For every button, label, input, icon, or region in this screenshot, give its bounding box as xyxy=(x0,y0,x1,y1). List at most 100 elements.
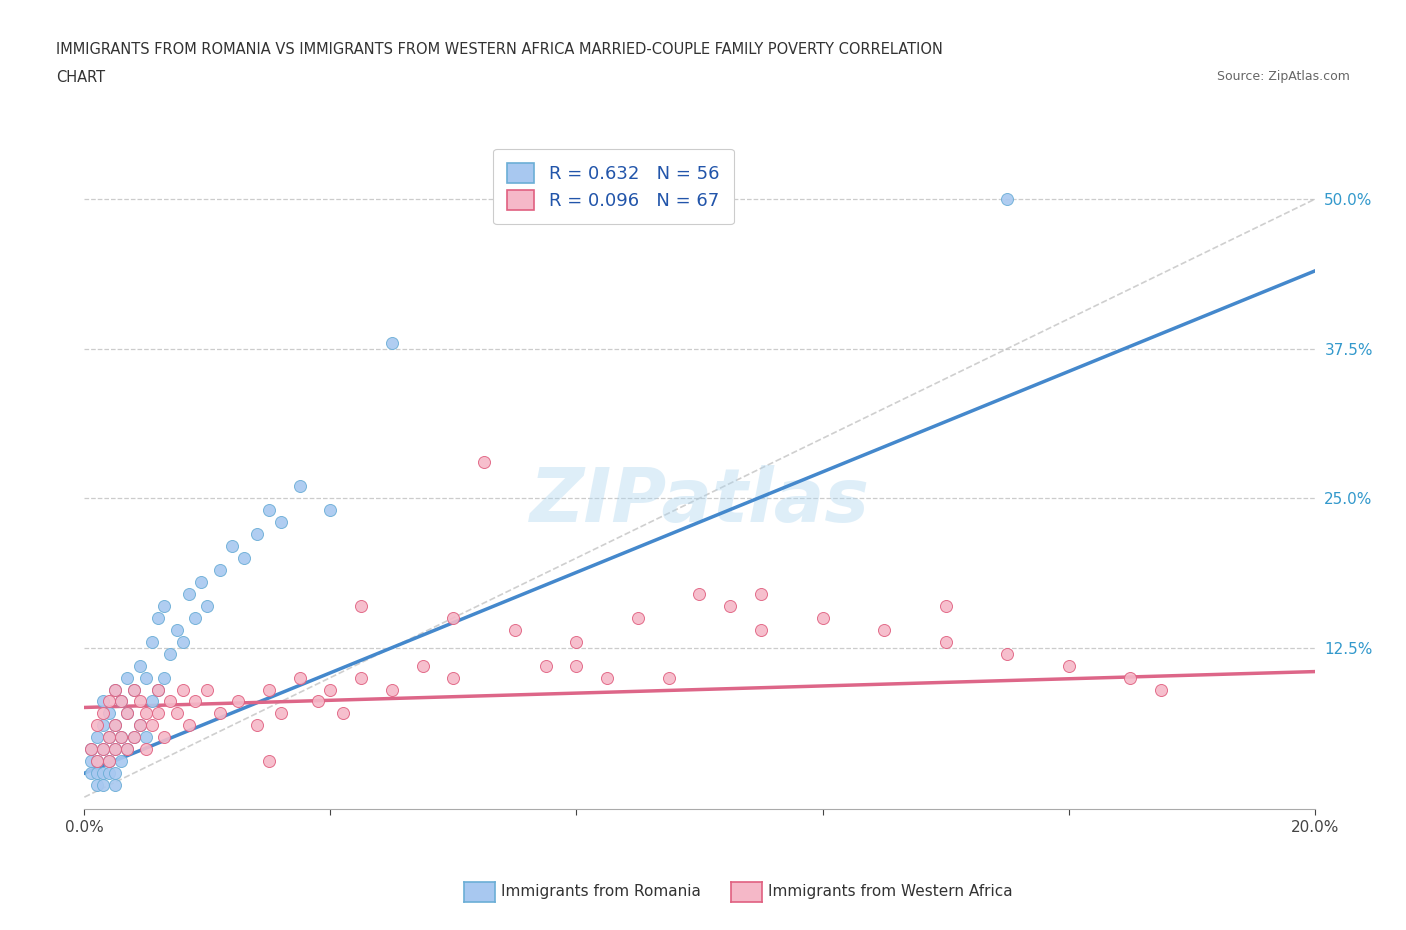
Point xyxy=(117,671,139,685)
Point xyxy=(153,671,176,685)
Point xyxy=(104,718,127,733)
Point xyxy=(98,694,121,709)
Point xyxy=(1119,671,1142,685)
Point xyxy=(197,682,219,697)
Point xyxy=(98,706,121,721)
Point xyxy=(110,730,132,745)
Point xyxy=(472,455,495,470)
Point xyxy=(288,671,311,685)
Point xyxy=(288,479,311,494)
Point xyxy=(104,765,127,780)
Text: Immigrants from Western Africa: Immigrants from Western Africa xyxy=(768,884,1012,899)
Text: IMMIGRANTS FROM ROMANIA VS IMMIGRANTS FROM WESTERN AFRICA MARRIED-COUPLE FAMILY : IMMIGRANTS FROM ROMANIA VS IMMIGRANTS FR… xyxy=(56,42,943,57)
Point xyxy=(307,694,329,709)
Point xyxy=(246,718,269,733)
Point xyxy=(159,646,181,661)
Point xyxy=(381,336,404,351)
Point xyxy=(117,706,139,721)
Point xyxy=(221,538,243,553)
Point xyxy=(110,730,132,745)
Point xyxy=(128,658,150,673)
Point xyxy=(135,706,157,721)
Point xyxy=(117,742,139,757)
Text: ZIPatlas: ZIPatlas xyxy=(530,465,869,538)
Point xyxy=(148,682,170,697)
Point xyxy=(104,742,127,757)
Point xyxy=(226,694,249,709)
Point xyxy=(141,634,163,649)
Point xyxy=(172,634,194,649)
Point xyxy=(565,634,588,649)
Point xyxy=(98,754,121,769)
Point xyxy=(159,694,181,709)
Point xyxy=(658,671,681,685)
Point xyxy=(257,682,280,697)
Point xyxy=(110,754,132,769)
Text: CHART: CHART xyxy=(56,70,105,85)
Point xyxy=(443,610,465,625)
Point xyxy=(98,730,121,745)
Point xyxy=(503,622,526,637)
Point xyxy=(98,754,121,769)
Point xyxy=(91,742,114,757)
Point xyxy=(79,742,101,757)
Point xyxy=(350,671,373,685)
Point xyxy=(565,658,588,673)
Point xyxy=(91,706,114,721)
Point xyxy=(91,694,114,709)
Point xyxy=(381,682,404,697)
Point xyxy=(184,694,207,709)
Point xyxy=(148,682,170,697)
Point xyxy=(141,718,163,733)
Point xyxy=(135,730,157,745)
Point xyxy=(166,622,188,637)
Point xyxy=(184,610,207,625)
Point xyxy=(233,551,256,565)
Point xyxy=(166,706,188,721)
Point xyxy=(135,671,157,685)
Point xyxy=(995,192,1018,206)
Point xyxy=(122,730,145,745)
Point xyxy=(79,765,101,780)
Point xyxy=(596,671,619,685)
Legend: R = 0.632   N = 56, R = 0.096   N = 67: R = 0.632 N = 56, R = 0.096 N = 67 xyxy=(494,149,734,224)
Point xyxy=(749,587,772,602)
Point xyxy=(257,503,280,518)
Point xyxy=(935,598,957,613)
Point xyxy=(117,706,139,721)
Point xyxy=(443,671,465,685)
Point xyxy=(627,610,650,625)
Point xyxy=(79,754,101,769)
Point xyxy=(104,742,127,757)
Point xyxy=(534,658,557,673)
Point xyxy=(246,526,269,541)
Point xyxy=(91,777,114,792)
Point xyxy=(995,646,1018,661)
Point xyxy=(135,742,157,757)
Point xyxy=(190,575,212,590)
Point xyxy=(332,706,354,721)
Point xyxy=(104,777,127,792)
Point xyxy=(208,706,231,721)
Point xyxy=(811,610,834,625)
Point xyxy=(98,765,121,780)
Point xyxy=(319,682,342,697)
Point xyxy=(86,777,108,792)
Point xyxy=(319,503,342,518)
Point xyxy=(91,765,114,780)
Point xyxy=(148,610,170,625)
Point xyxy=(148,706,170,721)
Point xyxy=(122,682,145,697)
Point xyxy=(98,730,121,745)
Point xyxy=(177,718,200,733)
Point xyxy=(104,682,127,697)
Point xyxy=(350,598,373,613)
Point xyxy=(110,694,132,709)
Point xyxy=(935,634,957,649)
Point xyxy=(412,658,434,673)
Point xyxy=(117,742,139,757)
Point xyxy=(270,514,292,529)
Point xyxy=(1057,658,1080,673)
Point xyxy=(141,694,163,709)
Point xyxy=(718,598,741,613)
